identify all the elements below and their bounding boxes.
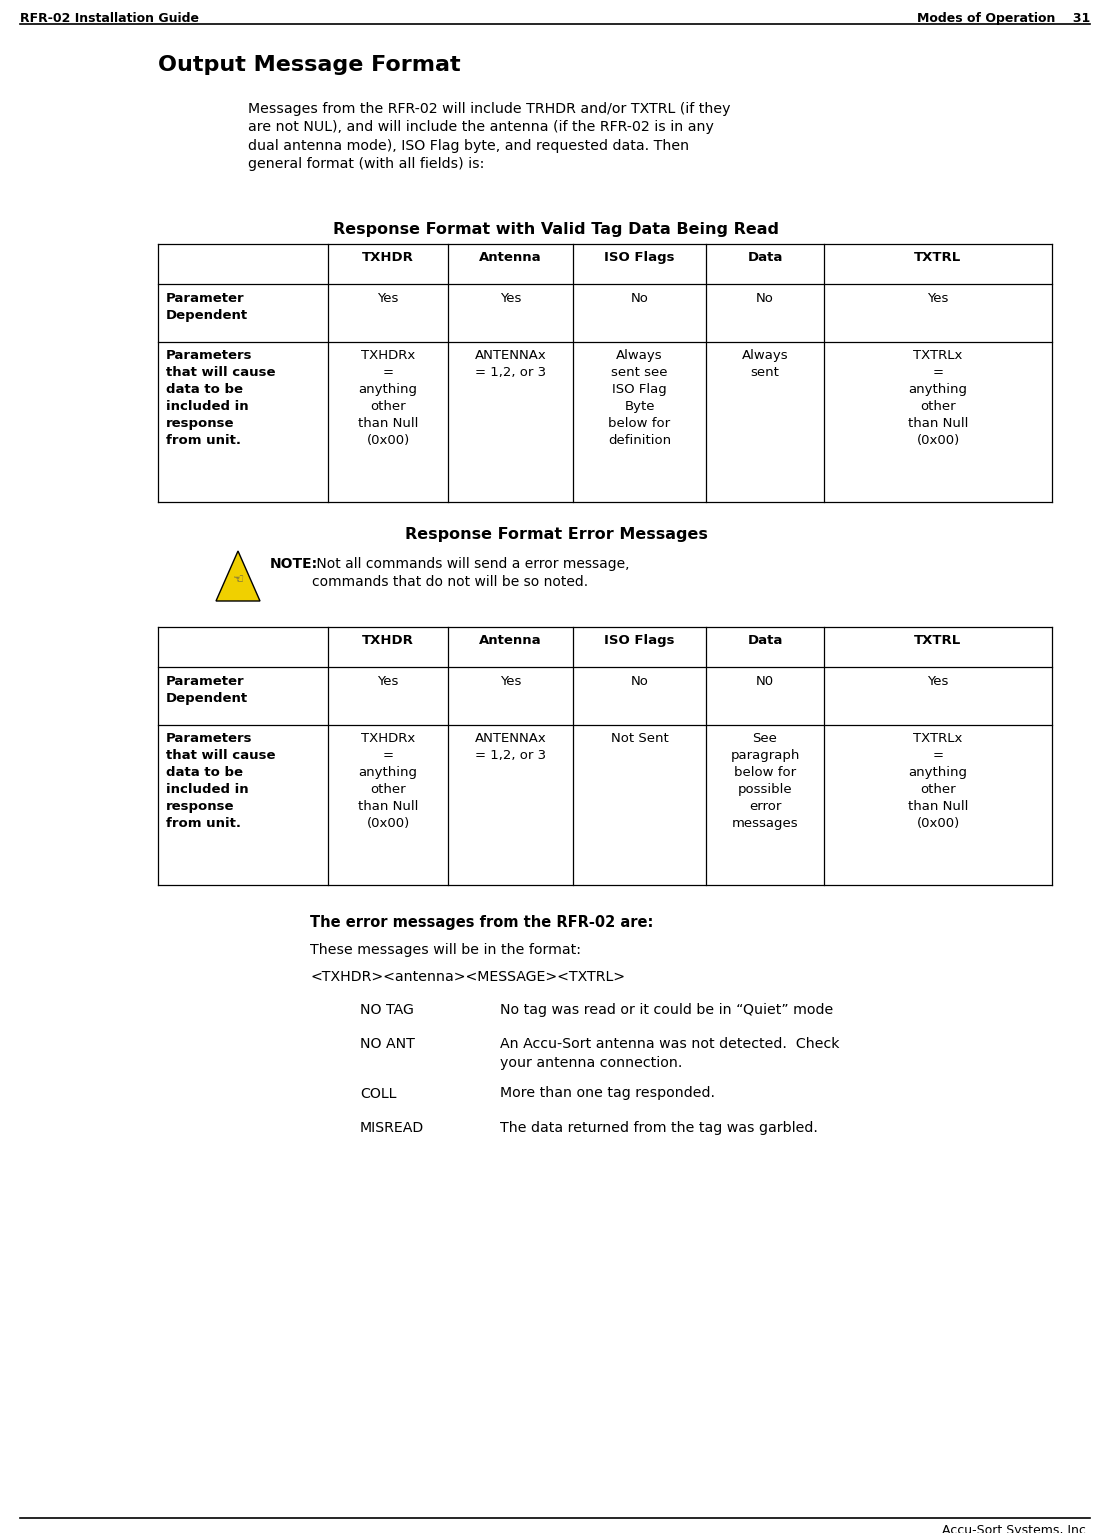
Text: No: No bbox=[631, 675, 649, 688]
Text: An Accu-Sort antenna was not detected.  Check
your antenna connection.: An Accu-Sort antenna was not detected. C… bbox=[500, 1038, 840, 1070]
Text: N0: N0 bbox=[755, 675, 774, 688]
Text: Yes: Yes bbox=[928, 291, 949, 305]
Text: Parameters
that will cause
data to be
included in
response
from unit.: Parameters that will cause data to be in… bbox=[166, 731, 276, 829]
Text: NO ANT: NO ANT bbox=[360, 1038, 414, 1052]
Text: Output Message Format: Output Message Format bbox=[158, 55, 461, 75]
Text: TXTRLx
=
anything
other
than Null
(0x00): TXTRLx = anything other than Null (0x00) bbox=[908, 350, 968, 448]
Text: Accu-Sort Systems, Inc.: Accu-Sort Systems, Inc. bbox=[942, 1524, 1090, 1533]
Text: These messages will be in the format:: These messages will be in the format: bbox=[310, 943, 581, 957]
Text: <TXHDR><antenna><MESSAGE><TXTRL>: <TXHDR><antenna><MESSAGE><TXTRL> bbox=[310, 970, 625, 984]
Text: Not all commands will send a error message,
commands that do not will be so note: Not all commands will send a error messa… bbox=[312, 556, 630, 589]
Text: The error messages from the RFR-02 are:: The error messages from the RFR-02 are: bbox=[310, 915, 653, 931]
Text: Yes: Yes bbox=[500, 675, 521, 688]
Polygon shape bbox=[216, 550, 260, 601]
Text: Response Format Error Messages: Response Format Error Messages bbox=[404, 527, 708, 543]
Text: No: No bbox=[631, 291, 649, 305]
Text: Always
sent: Always sent bbox=[742, 350, 789, 379]
Text: MISREAD: MISREAD bbox=[360, 1121, 424, 1134]
Text: TXTRL: TXTRL bbox=[914, 251, 962, 264]
Text: RFR-02 Installation Guide: RFR-02 Installation Guide bbox=[20, 12, 199, 25]
Text: Yes: Yes bbox=[378, 291, 399, 305]
Text: More than one tag responded.: More than one tag responded. bbox=[500, 1087, 715, 1101]
Text: No: No bbox=[757, 291, 774, 305]
Text: Yes: Yes bbox=[928, 675, 949, 688]
Text: See
paragraph
below for
possible
error
messages: See paragraph below for possible error m… bbox=[730, 731, 800, 829]
Text: TXTRLx
=
anything
other
than Null
(0x00): TXTRLx = anything other than Null (0x00) bbox=[908, 731, 968, 829]
Text: NO TAG: NO TAG bbox=[360, 1003, 414, 1016]
Text: Modes of Operation    31: Modes of Operation 31 bbox=[917, 12, 1090, 25]
Text: Parameters
that will cause
data to be
included in
response
from unit.: Parameters that will cause data to be in… bbox=[166, 350, 276, 448]
Text: TXHDRx
=
anything
other
than Null
(0x00): TXHDRx = anything other than Null (0x00) bbox=[358, 350, 418, 448]
Text: ISO Flags: ISO Flags bbox=[604, 251, 674, 264]
Text: Parameter
Dependent: Parameter Dependent bbox=[166, 675, 248, 705]
Text: Data: Data bbox=[748, 635, 782, 647]
Text: Data: Data bbox=[748, 251, 782, 264]
Text: Always
sent see
ISO Flag
Byte
below for
definition: Always sent see ISO Flag Byte below for … bbox=[608, 350, 671, 448]
Text: No tag was read or it could be in “Quiet” mode: No tag was read or it could be in “Quiet… bbox=[500, 1003, 833, 1016]
Text: Antenna: Antenna bbox=[479, 635, 542, 647]
Text: ANTENNAx
= 1,2, or 3: ANTENNAx = 1,2, or 3 bbox=[474, 350, 547, 379]
Text: COLL: COLL bbox=[360, 1087, 397, 1101]
Text: ANTENNAx
= 1,2, or 3: ANTENNAx = 1,2, or 3 bbox=[474, 731, 547, 762]
Text: The data returned from the tag was garbled.: The data returned from the tag was garbl… bbox=[500, 1121, 818, 1134]
Text: TXHDRx
=
anything
other
than Null
(0x00): TXHDRx = anything other than Null (0x00) bbox=[358, 731, 418, 829]
Text: Yes: Yes bbox=[378, 675, 399, 688]
Text: Messages from the RFR-02 will include TRHDR and/or TXTRL (if they
are not NUL), : Messages from the RFR-02 will include TR… bbox=[248, 103, 731, 172]
Text: TXHDR: TXHDR bbox=[362, 251, 414, 264]
Text: Parameter
Dependent: Parameter Dependent bbox=[166, 291, 248, 322]
Text: Response Format with Valid Tag Data Being Read: Response Format with Valid Tag Data Bein… bbox=[333, 222, 779, 238]
Text: Yes: Yes bbox=[500, 291, 521, 305]
Text: Antenna: Antenna bbox=[479, 251, 542, 264]
Text: TXHDR: TXHDR bbox=[362, 635, 414, 647]
Text: ISO Flags: ISO Flags bbox=[604, 635, 674, 647]
Text: ☜: ☜ bbox=[232, 573, 243, 587]
Text: TXTRL: TXTRL bbox=[914, 635, 962, 647]
Text: NOTE:: NOTE: bbox=[270, 556, 318, 570]
Text: Not Sent: Not Sent bbox=[611, 731, 669, 745]
